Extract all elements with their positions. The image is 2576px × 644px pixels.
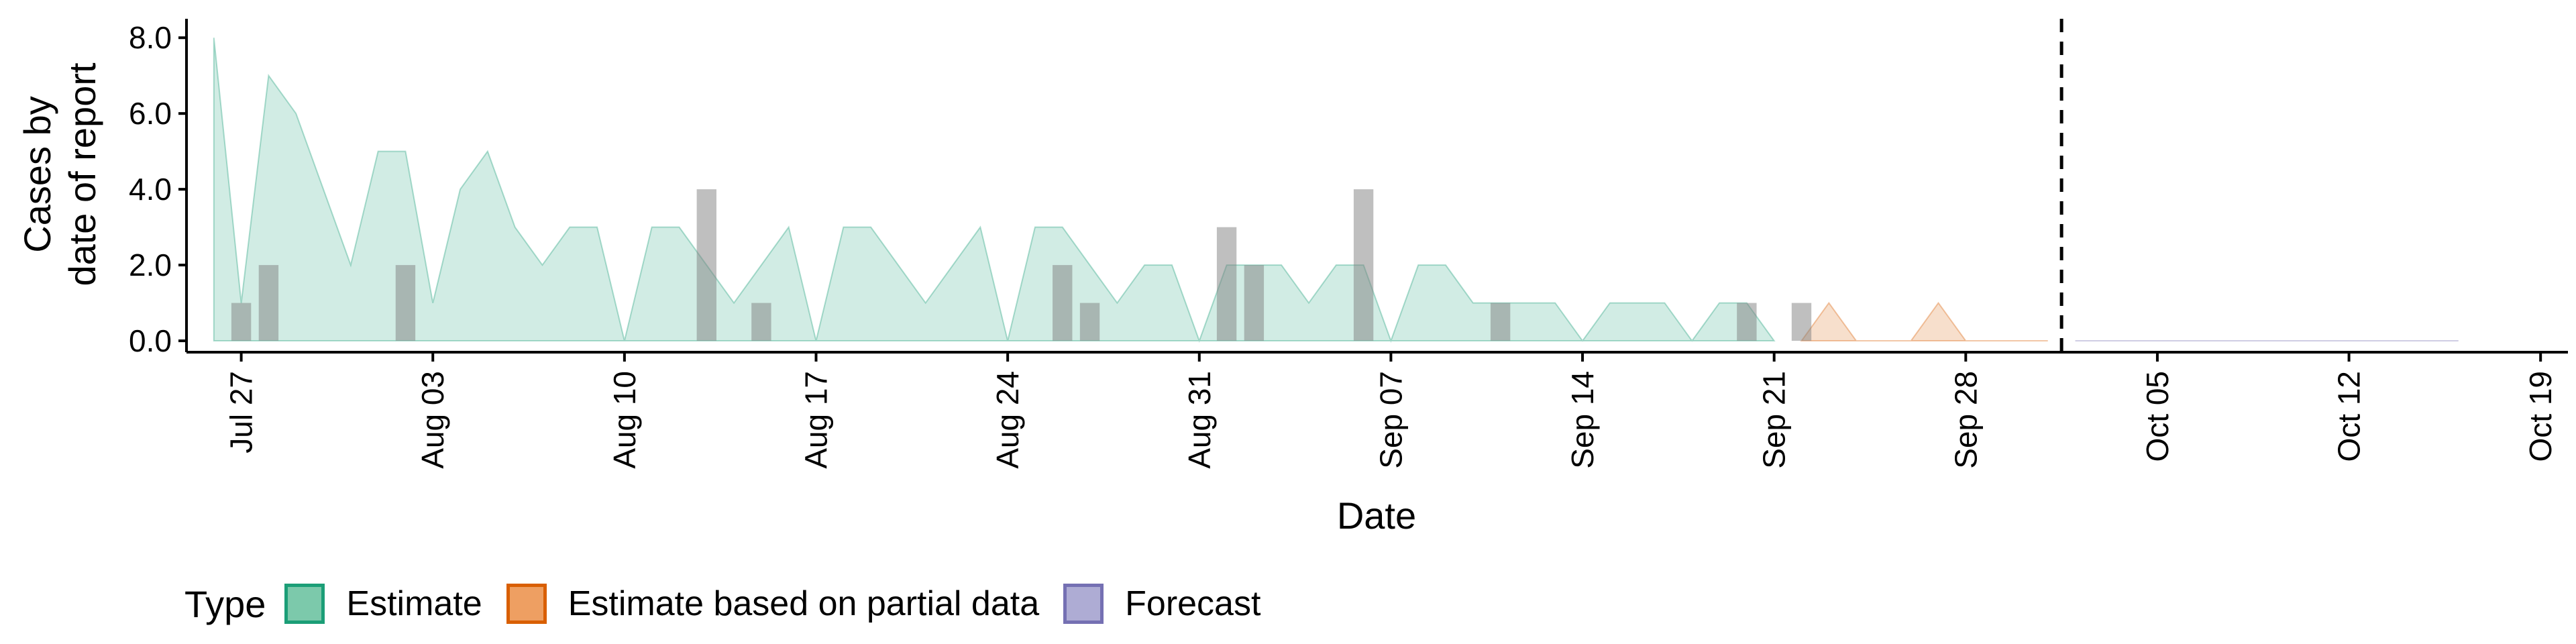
x-tick-label: Sep 07: [1373, 371, 1408, 469]
area-series-0: [213, 38, 1776, 343]
reported-case-bar: [1791, 303, 1812, 341]
y-tick-label: 6.0: [129, 96, 172, 131]
legend-label-forecast: Forecast: [1125, 584, 1261, 623]
reported-case-bar: [696, 189, 716, 341]
legend-item-forecast: Forecast: [1063, 584, 1260, 624]
reported-case-bar: [1216, 227, 1237, 341]
reported-case-bar: [1737, 303, 1757, 341]
reported-case-bar: [258, 265, 279, 341]
y-tick-label: 4.0: [129, 172, 172, 207]
x-tick-label: Aug 17: [799, 371, 834, 469]
legend-label-partial: Estimate based on partial data: [568, 584, 1040, 623]
reported-case-bar: [395, 265, 416, 341]
area-series-1: [1800, 301, 2048, 342]
x-axis-title: Date: [1337, 494, 1416, 537]
legend-swatch-estimate: [284, 584, 325, 624]
y-tick-label: 2.0: [129, 248, 172, 282]
bar-layer: [231, 189, 1812, 341]
x-tick-label: Sep 21: [1757, 371, 1792, 469]
legend-swatch-partial: [506, 584, 547, 624]
y-axis-title-line-1: Cases by: [16, 96, 58, 252]
x-tick-label: Aug 10: [607, 371, 642, 469]
x-tick-label: Sep 14: [1565, 371, 1600, 469]
legend-item-partial: Estimate based on partial data: [506, 584, 1039, 624]
x-tick-label: Oct 05: [2140, 371, 2175, 462]
legend-label-estimate: Estimate: [346, 584, 482, 623]
legend-swatch-forecast: [1063, 584, 1104, 624]
x-tick-label: Oct 12: [2332, 371, 2367, 462]
reported-case-bar: [1244, 265, 1265, 341]
reported-case-bar: [1079, 303, 1100, 341]
area-layer: [213, 38, 2459, 343]
reported-case-bar: [1490, 303, 1511, 341]
x-tick-label: Aug 24: [990, 371, 1025, 469]
y-tick-label: 8.0: [129, 20, 172, 55]
reported-case-bar: [751, 303, 771, 341]
x-axis-ticks: Jul 27 Aug 03 Aug 10 Aug 17 Aug 24 Aug 31 Sep …: [224, 352, 2558, 469]
x-tick-label: Oct 19: [2523, 371, 2558, 462]
reported-case-bar: [231, 303, 252, 341]
x-tick-label: Aug 03: [415, 371, 450, 469]
reported-case-bar: [1353, 189, 1374, 341]
axes: [185, 19, 2568, 354]
legend-item-estimate: Estimate: [284, 584, 482, 624]
legend: Type Estimate Estimate based on partial …: [184, 576, 1285, 632]
x-tick-label: Jul 27: [224, 371, 259, 453]
x-tick-label: Aug 31: [1182, 371, 1217, 469]
y-axis-title-line-2: date of report: [61, 62, 103, 286]
y-axis-ticks: 0.0 2.0 4.0 6.0 8.0: [129, 20, 186, 358]
x-tick-label: Sep 28: [1948, 371, 1983, 469]
reported-case-bar: [1053, 265, 1073, 341]
legend-title: Type: [184, 582, 266, 625]
y-tick-label: 0.0: [129, 323, 172, 358]
